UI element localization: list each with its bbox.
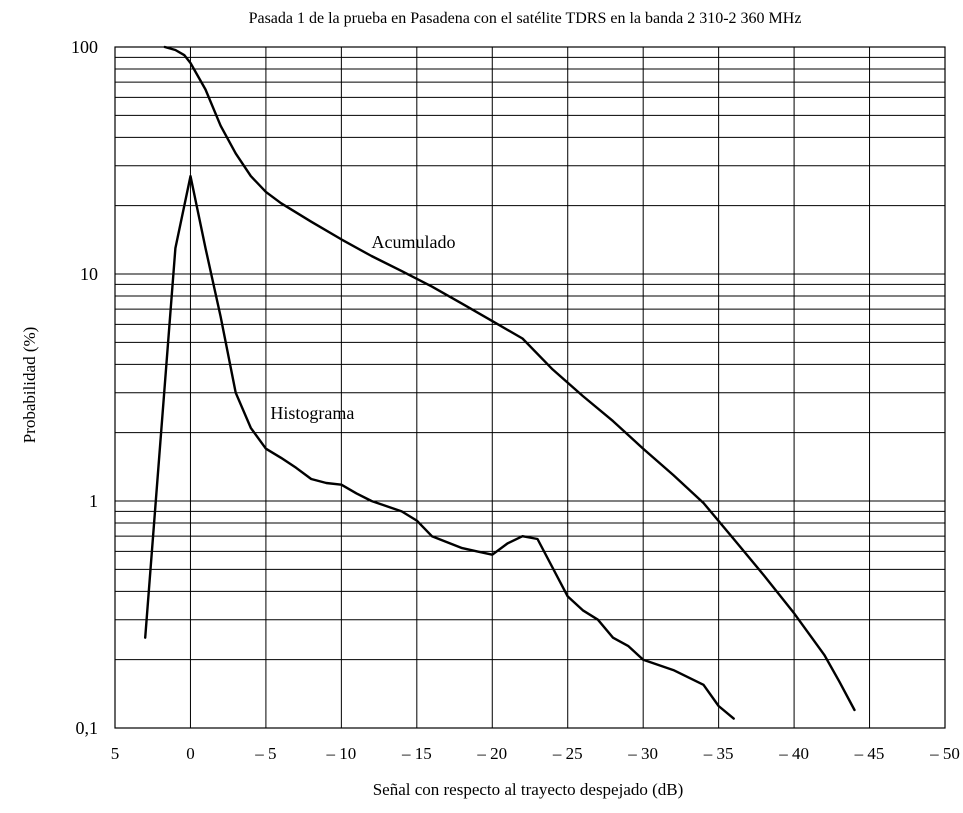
chart-title: Pasada 1 de la prueba en Pasadena con el…: [249, 10, 802, 27]
y-tick-label: 10: [80, 264, 98, 284]
x-tick-label: – 20: [476, 744, 507, 763]
series-layer: [143, 45, 856, 720]
x-tick-label: – 40: [778, 744, 809, 763]
x-axis-label: Señal con respecto al trayecto despejado…: [373, 780, 684, 799]
y-axis-label: Probabilidad (%): [20, 327, 39, 444]
x-tick-label: – 50: [929, 744, 960, 763]
x-tick-label: – 5: [254, 744, 276, 763]
x-tick-label: – 15: [401, 744, 432, 763]
grid: [114, 46, 946, 729]
plot-frame: [114, 46, 946, 729]
x-tick-labels: 5 0 – 5 – 10 – 15 – 20 – 25 – 30 – 35 – 40 – 45 – 5…: [111, 744, 960, 763]
x-tick-label: – 30: [627, 744, 658, 763]
y-tick-labels: 0,1 1 10 100: [71, 37, 98, 738]
y-tick-label: 100: [71, 37, 98, 57]
y-tick-label: 0,1: [76, 718, 99, 738]
y-tick-label: 1: [89, 491, 98, 511]
x-tick-label: – 45: [854, 744, 885, 763]
x-tick-label: – 10: [325, 744, 356, 763]
annotations: Acumulado Histograma: [270, 232, 455, 423]
series-annotation: Acumulado: [372, 232, 456, 252]
x-tick-label: 5: [111, 744, 120, 763]
x-tick-label: – 25: [552, 744, 583, 763]
series-line-histograma: [143, 174, 735, 720]
series-line-acumulado: [163, 45, 856, 712]
series-annotation: Histograma: [270, 403, 354, 423]
x-tick-label: – 35: [703, 744, 734, 763]
x-tick-label: 0: [186, 744, 195, 763]
